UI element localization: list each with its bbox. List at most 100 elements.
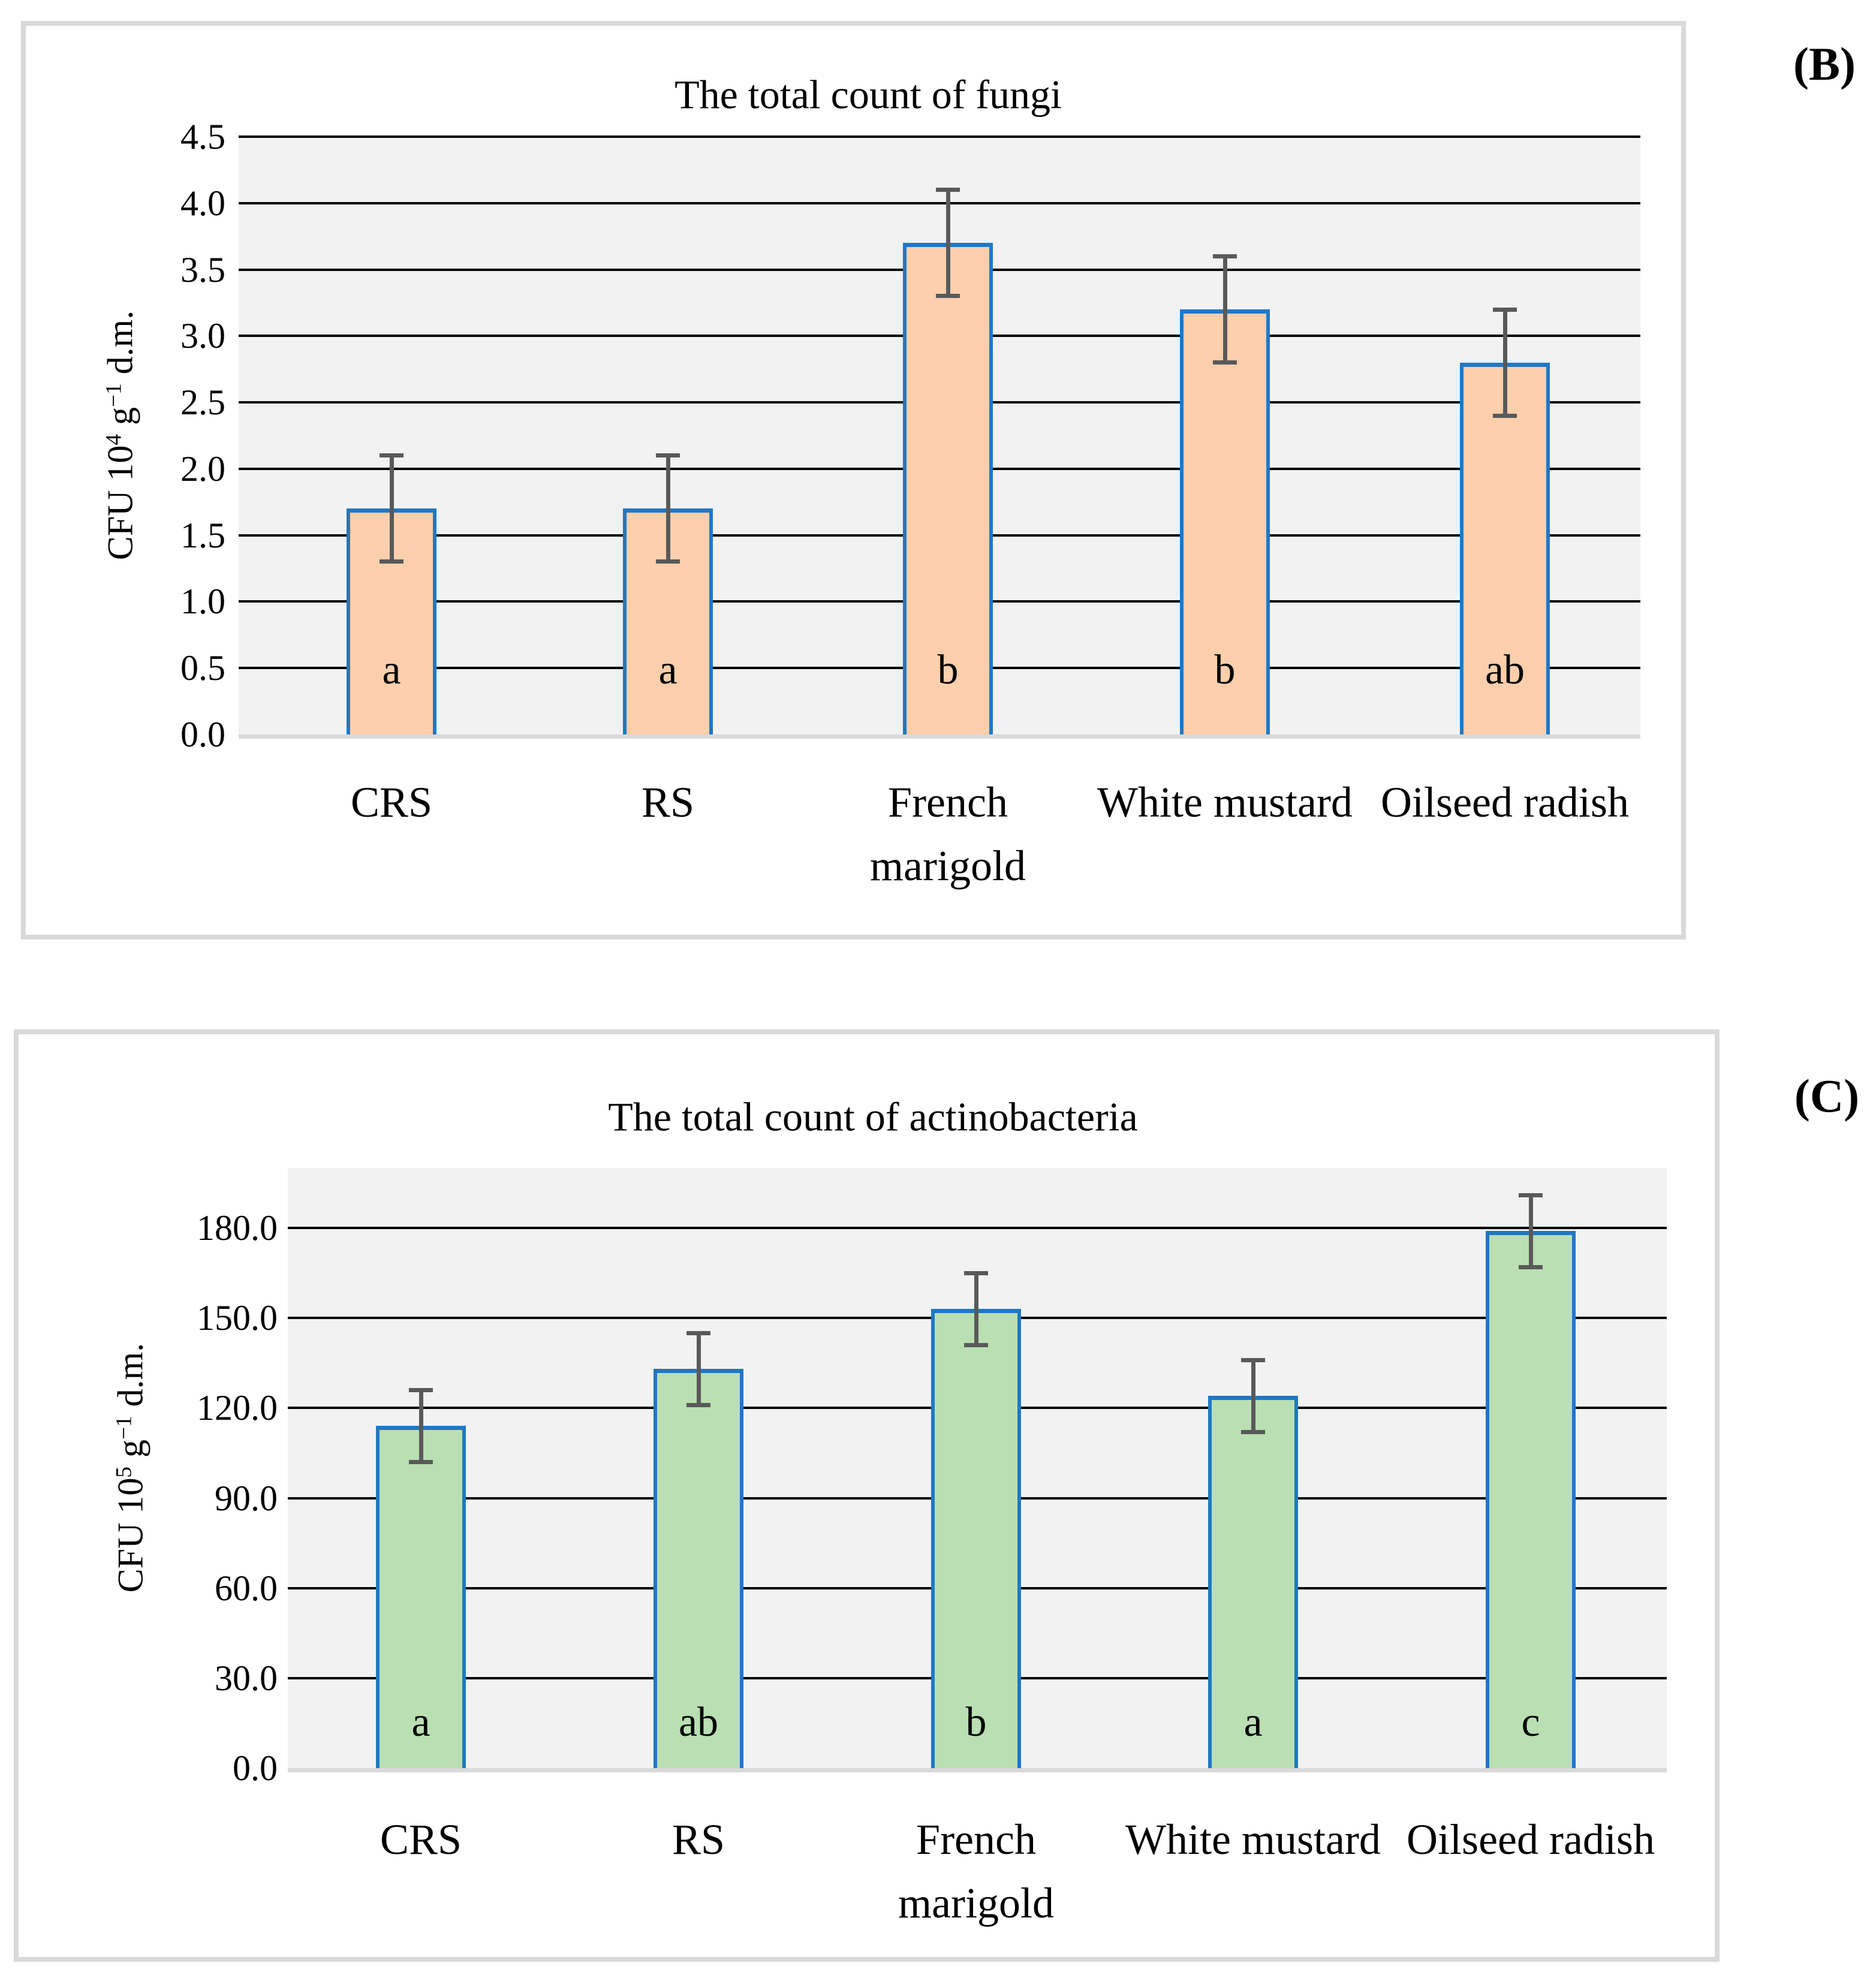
bar-french-marigold — [931, 1309, 1021, 1768]
bar-white-mustard — [1208, 1396, 1298, 1768]
category-label-line: RS — [671, 1816, 725, 1863]
chart-title-actinobacteria: The total count of actinobacteria — [608, 1094, 1138, 1140]
error-bar-cap-bottom — [686, 1402, 710, 1407]
category-label-line: White mustard — [1125, 1816, 1381, 1863]
error-bar-cap-top — [936, 188, 960, 192]
error-bar-line — [696, 1333, 701, 1405]
error-bar-line — [1222, 256, 1227, 363]
y-axis-title-superscript: 4 — [101, 433, 127, 445]
bar-crs — [347, 508, 436, 734]
significance-letter: ab — [678, 1699, 719, 1745]
error-bar-line — [418, 1390, 423, 1462]
chart-panel-fungi: The total count of fungi 0.0 0.5 1.0 1.5 2.0… — [21, 21, 1686, 940]
x-axis-line — [239, 734, 1640, 739]
error-bar-cap-bottom — [1519, 1265, 1543, 1269]
bar-oilseed-radish — [1460, 362, 1550, 734]
error-bar-cap-top — [380, 453, 403, 458]
y-axis-title-superscript: −1 — [112, 1416, 137, 1440]
error-bar-cap-bottom — [380, 559, 403, 564]
error-bar-cap-top — [1241, 1357, 1265, 1362]
category-label-line: White mustard — [1097, 778, 1353, 826]
error-bar-cap-top — [964, 1270, 988, 1275]
y-axis-title-text: g — [110, 1439, 150, 1467]
panel-label-c: (C) — [1794, 1070, 1860, 1122]
y-tick-label: 0.5 — [180, 648, 225, 688]
y-tick-label: 3.5 — [180, 249, 225, 290]
category-label-line: CRS — [380, 1816, 462, 1863]
y-tick-label: 30.0 — [215, 1658, 278, 1698]
significance-letter: b — [937, 647, 959, 693]
y-axis-title-superscript: 5 — [112, 1466, 137, 1478]
error-bar-cap-top — [656, 453, 680, 458]
category-label: RS — [543, 1808, 854, 1871]
error-bar-cap-top — [1519, 1193, 1543, 1197]
error-bar-cap-top — [1213, 254, 1237, 258]
category-label: CRS — [236, 770, 547, 834]
chart-title-fungi: The total count of fungi — [674, 71, 1062, 118]
category-label: White mustard — [1097, 1808, 1409, 1871]
error-bar-cap-bottom — [409, 1459, 433, 1464]
significance-letter: ab — [1484, 647, 1525, 693]
error-bar-line — [1251, 1360, 1255, 1432]
error-bar-cap-top — [409, 1387, 433, 1392]
y-axis-title-superscript: −1 — [101, 383, 127, 407]
y-tick-label: 120.0 — [197, 1388, 278, 1428]
error-bar-cap-top — [1493, 307, 1517, 312]
bar-oilseed-radish — [1486, 1231, 1576, 1768]
y-tick-label: 3.0 — [180, 316, 225, 356]
error-bar-cap-bottom — [936, 294, 960, 299]
category-label-line: French — [916, 1816, 1036, 1863]
error-bar-line — [389, 455, 394, 562]
category-label: White mustard — [1069, 770, 1381, 834]
category-label-line: French — [888, 778, 1008, 826]
y-tick-label: 1.5 — [180, 515, 225, 555]
error-bar-cap-bottom — [1493, 413, 1517, 418]
x-axis-line — [288, 1768, 1667, 1772]
significance-letter: b — [965, 1699, 987, 1745]
y-axis-title-text: d.m. — [100, 310, 140, 384]
category-label-line: marigold — [898, 1879, 1054, 1927]
significance-letter: a — [658, 647, 677, 693]
y-tick-label: 90.0 — [215, 1478, 278, 1518]
category-label: CRS — [265, 1808, 577, 1871]
error-bar-line — [1528, 1195, 1533, 1268]
y-tick-label: 4.5 — [180, 117, 225, 156]
y-axis-title-text: CFU 10 — [100, 445, 140, 561]
error-bar-cap-bottom — [1241, 1429, 1265, 1434]
error-bar-line — [666, 455, 670, 562]
y-tick-label: 60.0 — [215, 1568, 278, 1608]
bar-crs — [376, 1426, 466, 1768]
category-label-line: Oilseed radish — [1381, 778, 1629, 826]
y-axis-title: CFU 104 g−1 d.m. — [100, 311, 141, 561]
significance-letter: a — [382, 647, 401, 693]
y-tick-label: 150.0 — [197, 1298, 278, 1338]
y-tick-label: 0.0 — [180, 715, 225, 754]
significance-letter: c — [1521, 1699, 1540, 1745]
gridline — [239, 136, 1640, 138]
category-label: French marigold — [820, 1808, 1132, 1935]
gridline — [239, 201, 1640, 204]
y-axis-title: CFU 105 g−1 d.m. — [110, 1343, 152, 1593]
error-bar-cap-bottom — [964, 1342, 988, 1347]
significance-letter: b — [1214, 647, 1236, 693]
significance-letter: a — [411, 1699, 430, 1745]
category-label-line: RS — [641, 778, 695, 826]
category-label-line: CRS — [350, 778, 433, 826]
category-label: RS — [512, 770, 824, 834]
error-bar-cap-bottom — [656, 559, 680, 564]
panel-label-b: (B) — [1793, 38, 1856, 90]
y-tick-label: 2.5 — [180, 383, 225, 423]
gridline — [288, 1227, 1667, 1230]
y-tick-label: 2.0 — [180, 448, 225, 489]
error-bar-line — [974, 1273, 978, 1345]
bar-rs — [654, 1369, 743, 1768]
category-label-line: marigold — [870, 842, 1026, 890]
error-bar-line — [945, 189, 950, 296]
error-bar-line — [1502, 309, 1507, 416]
y-axis-title-text: CFU 10 — [110, 1477, 150, 1593]
chart-panel-actinobacteria: The total count of actinobacteria 0.0 30.… — [14, 1029, 1720, 1962]
bar-french-marigold — [903, 243, 993, 734]
category-label: Oilseed radish — [1349, 770, 1661, 834]
category-label: Oilseed radish — [1375, 1808, 1687, 1871]
